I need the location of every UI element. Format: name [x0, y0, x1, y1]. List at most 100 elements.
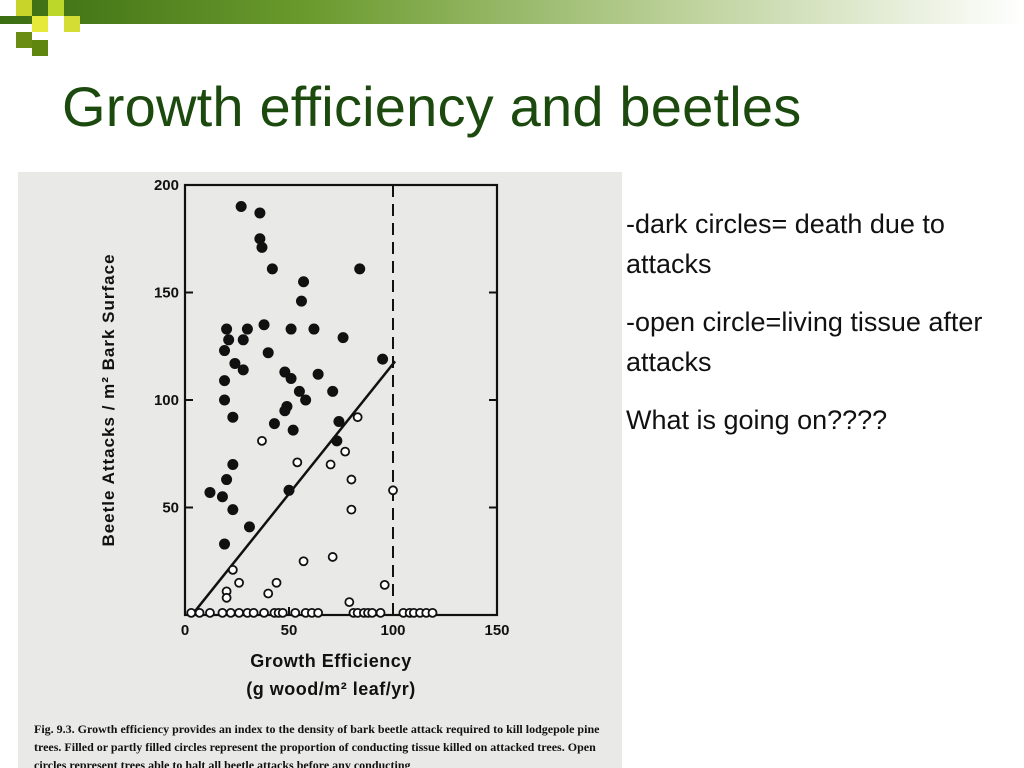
data-point-dark — [221, 474, 233, 486]
data-point-open — [327, 552, 338, 562]
data-point-open — [346, 504, 357, 515]
data-point-dark — [227, 459, 239, 470]
data-point-dark — [287, 424, 299, 436]
corner-square-decoration — [48, 16, 64, 32]
data-point-open — [344, 597, 355, 608]
corner-square-decoration — [32, 40, 48, 56]
data-point-dark — [295, 295, 307, 307]
x-tick-label: 50 — [281, 622, 298, 639]
data-point-dark — [331, 435, 343, 447]
data-point-dark — [237, 334, 249, 346]
data-point-open — [313, 607, 324, 618]
data-point-dark — [293, 385, 305, 397]
data-point-dark — [333, 416, 345, 427]
data-point-dark — [229, 357, 241, 369]
data-point-open — [427, 607, 438, 618]
data-point-dark — [237, 364, 249, 376]
data-point-open — [340, 446, 351, 457]
data-point-open — [346, 474, 357, 485]
data-point-open — [352, 412, 363, 423]
data-point-dark — [219, 538, 231, 550]
data-point-dark — [221, 323, 233, 335]
data-point-open — [257, 435, 267, 446]
note-open-circles: -open circle=living tissue after attacks — [626, 307, 983, 377]
slide-title: Growth efficiency and beetles — [62, 75, 802, 138]
y-tick-label: 100 — [154, 392, 179, 409]
corner-square-decoration — [64, 16, 80, 32]
figure-caption-label: Fig. 9.3. — [34, 722, 75, 736]
data-point-dark — [266, 263, 278, 275]
data-point-dark — [223, 334, 235, 346]
data-point-dark — [227, 411, 239, 423]
x-axis-units: (g wood/m² leaf/yr) — [246, 679, 416, 699]
data-point-dark — [256, 241, 268, 253]
data-point-dark — [204, 486, 216, 498]
data-point-dark — [219, 375, 231, 387]
data-point-dark — [254, 207, 266, 219]
data-point-open — [375, 607, 386, 618]
corner-square-decoration — [32, 16, 48, 32]
corner-square-decoration — [16, 32, 32, 48]
data-point-dark — [235, 201, 247, 212]
x-tick-label: 100 — [380, 622, 405, 639]
data-point-dark — [219, 345, 231, 357]
data-point-dark — [243, 521, 255, 533]
data-point-dark — [241, 323, 253, 335]
data-point-open — [221, 592, 232, 603]
data-point-open — [292, 457, 303, 468]
scanned-figure: 50 100 150 200 0 50 100 150 Beetle Attacks / m² … — [18, 172, 622, 768]
data-point-dark — [258, 319, 270, 331]
y-tick-label: 200 — [154, 177, 179, 194]
data-point-dark — [219, 394, 231, 406]
data-point-open — [277, 607, 288, 618]
data-point-dark — [227, 504, 239, 516]
data-point-dark — [216, 491, 228, 503]
data-point-open — [263, 588, 274, 599]
corner-square-decoration — [0, 0, 16, 16]
y-axis-label: Beetle Attacks / m² Bark Surface — [99, 253, 118, 546]
data-point-dark — [354, 263, 366, 275]
data-point-dark — [285, 373, 297, 384]
data-point-dark — [298, 276, 310, 288]
data-point-open — [234, 607, 244, 618]
figure-caption: Fig. 9.3. Growth efficiency provides an … — [34, 720, 622, 768]
data-point-open — [290, 607, 301, 618]
data-point-open — [186, 607, 197, 618]
figure-caption-text: Growth efficiency provides an index to t… — [34, 722, 600, 768]
y-tick-label: 50 — [162, 500, 179, 517]
data-point-open — [194, 607, 205, 618]
data-point-dark — [337, 332, 349, 344]
x-axis-label: Growth Efficiency — [250, 651, 412, 671]
data-point-open — [217, 607, 228, 618]
note-question: What is going on???? — [626, 405, 888, 435]
x-tick-label: 0 — [181, 622, 189, 639]
data-point-dark — [312, 368, 324, 380]
data-point-open — [325, 459, 336, 470]
data-point-open — [205, 607, 215, 618]
data-point-dark — [283, 484, 295, 496]
data-point-dark — [377, 353, 389, 365]
x-tick-label: 150 — [484, 622, 509, 639]
data-point-open — [367, 607, 378, 618]
data-point-open — [248, 607, 259, 618]
data-point-open — [259, 607, 269, 618]
data-point-open — [388, 485, 398, 496]
corner-square-decoration — [48, 0, 64, 16]
data-point-dark — [262, 347, 274, 359]
data-point-open — [298, 556, 309, 567]
note-dark-circles: -dark circles= death due to attacks — [626, 209, 945, 279]
corner-square-decoration — [16, 0, 32, 16]
data-point-open — [234, 577, 244, 588]
data-point-dark — [300, 394, 312, 406]
data-point-dark — [327, 385, 339, 397]
data-point-open — [379, 579, 390, 590]
data-point-open — [271, 577, 282, 588]
plot-frame — [183, 183, 499, 617]
data-point-dark — [308, 323, 320, 335]
data-point-dark — [268, 418, 280, 430]
y-tick-label: 150 — [154, 285, 179, 302]
slide-notes: -dark circles= death due to attacks -ope… — [626, 204, 1006, 458]
title-bar-decoration — [0, 0, 1024, 24]
data-point-dark — [279, 405, 291, 417]
scatter-chart: 50 100 150 200 0 50 100 150 Beetle Attacks / m² … — [99, 177, 510, 699]
